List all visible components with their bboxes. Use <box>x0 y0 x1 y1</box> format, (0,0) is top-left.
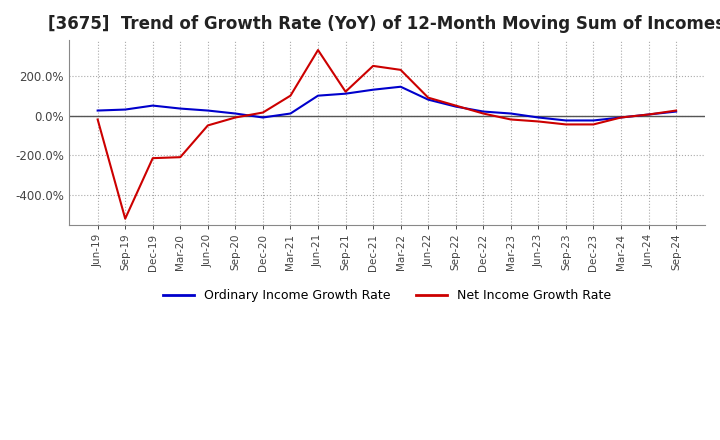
Line: Ordinary Income Growth Rate: Ordinary Income Growth Rate <box>98 87 676 121</box>
Net Income Growth Rate <box>644 112 653 117</box>
Net Income Growth Rate <box>204 123 212 128</box>
Ordinary Income Growth Rate <box>616 115 625 120</box>
Ordinary Income Growth Rate <box>506 111 515 116</box>
Net Income Growth Rate <box>451 103 460 108</box>
Ordinary Income Growth Rate <box>451 104 460 109</box>
Ordinary Income Growth Rate <box>148 103 157 108</box>
Net Income Growth Rate <box>121 216 130 221</box>
Legend: Ordinary Income Growth Rate, Net Income Growth Rate: Ordinary Income Growth Rate, Net Income … <box>158 284 616 307</box>
Net Income Growth Rate <box>396 67 405 73</box>
Net Income Growth Rate <box>589 122 598 127</box>
Net Income Growth Rate <box>231 115 240 120</box>
Net Income Growth Rate <box>258 110 267 115</box>
Ordinary Income Growth Rate <box>396 84 405 89</box>
Ordinary Income Growth Rate <box>286 111 294 116</box>
Ordinary Income Growth Rate <box>204 108 212 113</box>
Net Income Growth Rate <box>506 117 515 122</box>
Title: [3675]  Trend of Growth Rate (YoY) of 12-Month Moving Sum of Incomes: [3675] Trend of Growth Rate (YoY) of 12-… <box>48 15 720 33</box>
Line: Net Income Growth Rate: Net Income Growth Rate <box>98 50 676 219</box>
Net Income Growth Rate <box>314 48 323 53</box>
Ordinary Income Growth Rate <box>341 91 350 96</box>
Net Income Growth Rate <box>534 119 543 124</box>
Ordinary Income Growth Rate <box>672 109 680 114</box>
Ordinary Income Growth Rate <box>562 118 570 123</box>
Net Income Growth Rate <box>148 155 157 161</box>
Ordinary Income Growth Rate <box>644 112 653 117</box>
Ordinary Income Growth Rate <box>94 108 102 113</box>
Ordinary Income Growth Rate <box>176 106 184 111</box>
Net Income Growth Rate <box>479 111 487 116</box>
Ordinary Income Growth Rate <box>121 107 130 112</box>
Ordinary Income Growth Rate <box>589 118 598 123</box>
Net Income Growth Rate <box>94 117 102 122</box>
Net Income Growth Rate <box>424 95 433 100</box>
Net Income Growth Rate <box>369 63 377 69</box>
Ordinary Income Growth Rate <box>534 115 543 120</box>
Ordinary Income Growth Rate <box>369 87 377 92</box>
Net Income Growth Rate <box>672 108 680 113</box>
Net Income Growth Rate <box>341 89 350 94</box>
Ordinary Income Growth Rate <box>231 111 240 116</box>
Net Income Growth Rate <box>176 154 184 160</box>
Net Income Growth Rate <box>562 122 570 127</box>
Ordinary Income Growth Rate <box>258 115 267 120</box>
Ordinary Income Growth Rate <box>424 97 433 102</box>
Net Income Growth Rate <box>616 115 625 120</box>
Net Income Growth Rate <box>286 93 294 98</box>
Ordinary Income Growth Rate <box>479 109 487 114</box>
Ordinary Income Growth Rate <box>314 93 323 98</box>
